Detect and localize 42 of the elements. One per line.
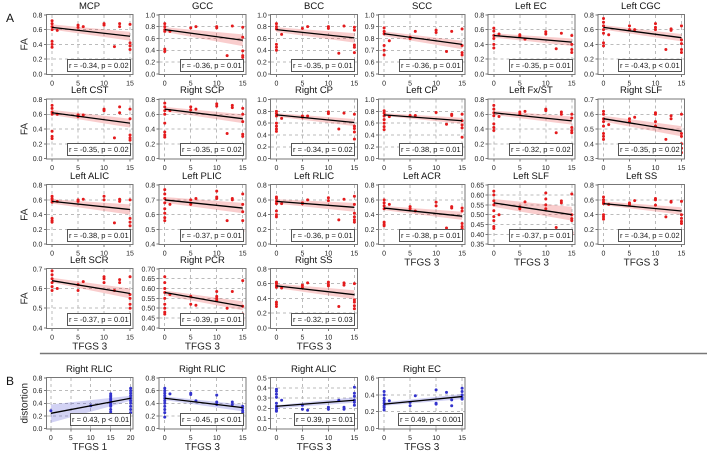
chart-title: Left ALIC: [70, 171, 110, 182]
chart-title: Left RLIC: [294, 171, 334, 182]
x-axis-title: TFGS 3: [296, 442, 332, 453]
chart-title: Left EC: [515, 1, 547, 12]
y-axis-title: FA: [20, 122, 31, 136]
chart-title: Left ACR: [403, 171, 442, 182]
text: B: [6, 374, 14, 388]
x-axis-title: TFGS 3: [296, 341, 332, 352]
chart-title: Right SS: [295, 255, 332, 266]
text: A: [6, 11, 14, 25]
y-axis-title: distortion: [20, 382, 31, 424]
x-axis-title: TFGS 3: [404, 442, 440, 453]
chart-title: Right CP: [295, 85, 334, 96]
chart-title: Right SLF: [620, 85, 662, 96]
x-axis-title: TFGS 3: [404, 258, 440, 269]
x-axis-title: TFGS 3: [184, 341, 220, 352]
chart-title: Right RLIC: [66, 364, 113, 375]
x-axis-title: TFGS 3: [514, 258, 550, 269]
x-axis-title: TFGS 3: [184, 442, 220, 453]
chart-title: Right EC: [403, 364, 442, 375]
chart-title: Left PLIC: [182, 171, 222, 182]
chart-title: Left CP: [406, 85, 438, 96]
chart-title: Left Fx/ST: [509, 85, 554, 96]
chart-title: Left CGC: [621, 1, 661, 12]
chart-title: Right ALIC: [291, 364, 337, 375]
chart-title: Left CST: [71, 85, 109, 96]
chart-title: MCP: [79, 1, 100, 12]
chart-title: BCC: [304, 1, 324, 12]
x-axis-title: TFGS 3: [72, 341, 108, 352]
x-axis-title: TFGS 1: [72, 442, 108, 453]
y-axis-title: FA: [20, 208, 31, 221]
chart-title: Right RLIC: [179, 364, 226, 375]
y-axis-title: FA: [20, 292, 31, 305]
chart-title: Left SLF: [513, 171, 550, 182]
chart-title: Left SCR: [70, 255, 109, 266]
chart-title: Right SCP: [180, 85, 224, 96]
chart-title: SCC: [412, 1, 432, 12]
chart-title: Left SS: [626, 171, 658, 182]
chart-title: GCC: [192, 1, 214, 12]
y-axis-title: FA: [20, 38, 31, 50]
chart-title: Right PCR: [180, 255, 226, 266]
x-axis-title: TFGS 3: [624, 258, 660, 269]
